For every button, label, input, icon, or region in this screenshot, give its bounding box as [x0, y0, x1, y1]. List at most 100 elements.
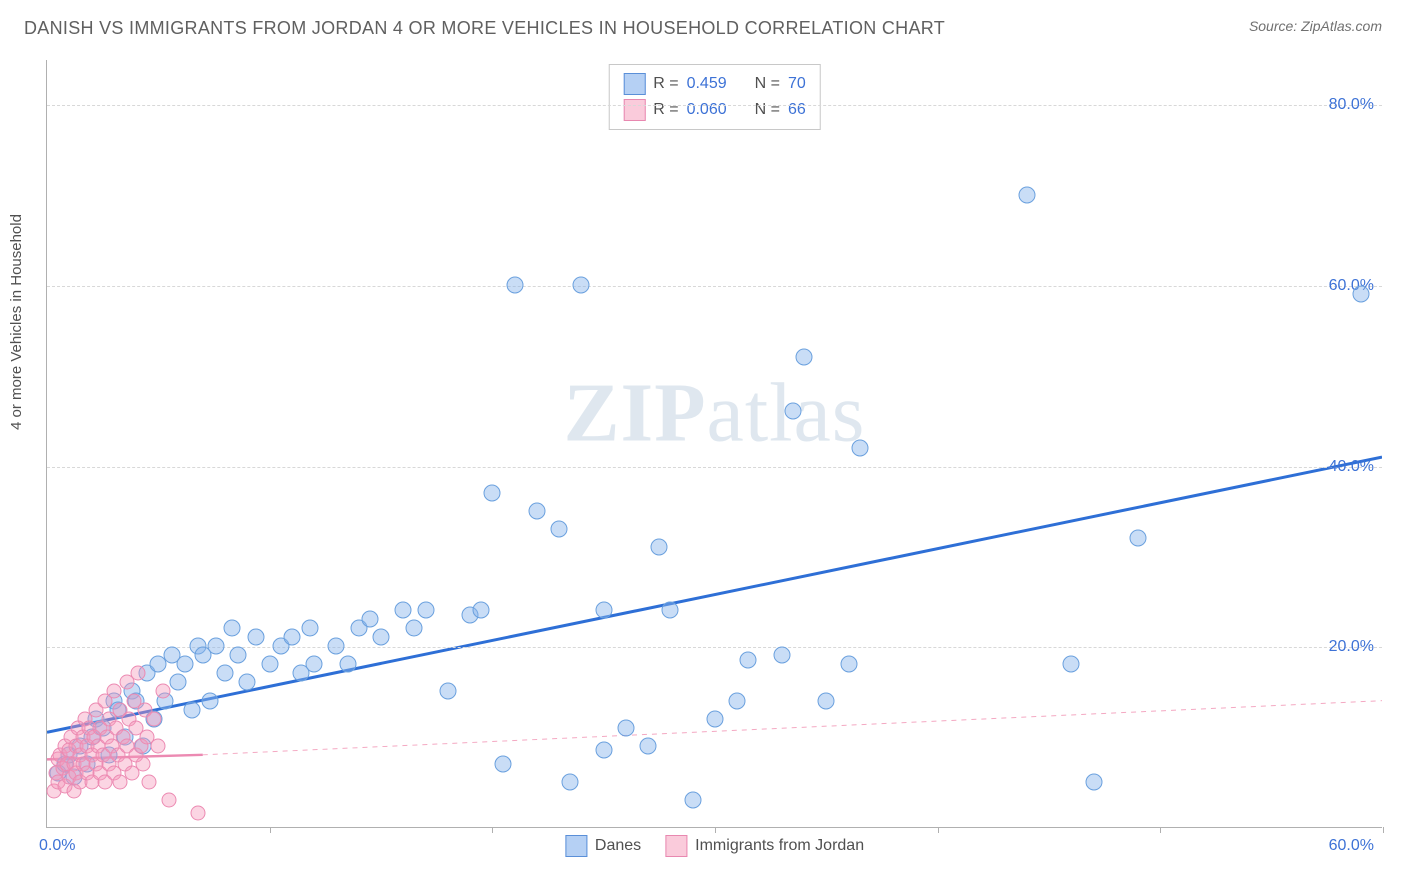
gridline [47, 647, 1382, 648]
data-point [651, 538, 668, 555]
data-point [261, 656, 278, 673]
data-point [131, 666, 146, 681]
data-point [283, 629, 300, 646]
data-point [573, 276, 590, 293]
data-point [684, 791, 701, 808]
data-point [707, 710, 724, 727]
data-point [217, 665, 234, 682]
n-label: N = [755, 101, 780, 119]
n-value: 70 [788, 75, 806, 93]
x-tick-max: 60.0% [1329, 837, 1374, 855]
data-point [1063, 656, 1080, 673]
data-point [528, 502, 545, 519]
r-value: 0.459 [687, 75, 727, 93]
n-label: N = [755, 75, 780, 93]
data-point [155, 684, 170, 699]
data-point [484, 484, 501, 501]
data-point [595, 742, 612, 759]
watermark-zip: ZIP [564, 366, 707, 459]
legend-swatch [623, 73, 645, 95]
correlation-legend: R = 0.459 N = 70 R = 0.060 N = 66 [608, 64, 821, 130]
data-point [796, 349, 813, 366]
data-point [495, 755, 512, 772]
data-point [506, 276, 523, 293]
data-point [473, 602, 490, 619]
data-point [439, 683, 456, 700]
data-point [239, 674, 256, 691]
y-tick-label: 20.0% [1329, 638, 1374, 656]
data-point [373, 629, 390, 646]
data-point [306, 656, 323, 673]
source-prefix: Source: [1249, 18, 1301, 34]
chart-title: DANISH VS IMMIGRANTS FROM JORDAN 4 OR MO… [24, 18, 945, 39]
scatter-chart: ZIPatlas R =0.459N =70R =0.060N =66 0.0%… [46, 60, 1382, 828]
correlation-row: R = 0.060 N = 66 [623, 97, 806, 123]
data-point [395, 602, 412, 619]
data-point [230, 647, 247, 664]
legend-swatch [623, 99, 645, 121]
data-point [177, 656, 194, 673]
data-point [773, 647, 790, 664]
data-point [551, 520, 568, 537]
gridline [47, 467, 1382, 468]
y-tick-label: 40.0% [1329, 458, 1374, 476]
data-point [106, 684, 121, 699]
gridline [47, 105, 1382, 106]
gridline [47, 286, 1382, 287]
data-point [595, 602, 612, 619]
r-label: R = [653, 101, 678, 119]
data-point [406, 620, 423, 637]
series-legend-item: Danes [565, 835, 641, 857]
data-point [361, 611, 378, 628]
n-value: 66 [788, 101, 806, 119]
data-point [740, 651, 757, 668]
data-point [142, 774, 157, 789]
data-point [223, 620, 240, 637]
data-point [784, 403, 801, 420]
data-point [135, 756, 150, 771]
x-tick-mark [715, 827, 716, 833]
legend-swatch [565, 835, 587, 857]
data-point [1130, 529, 1147, 546]
x-tick-mark [492, 827, 493, 833]
source-site: ZipAtlas.com [1301, 18, 1382, 34]
y-tick-label: 80.0% [1329, 96, 1374, 114]
data-point [840, 656, 857, 673]
data-point [183, 701, 200, 718]
x-tick-min: 0.0% [39, 837, 75, 855]
data-point [1352, 285, 1369, 302]
data-point [146, 711, 161, 726]
series-label: Danes [595, 837, 641, 855]
data-point [851, 439, 868, 456]
watermark: ZIPatlas [564, 364, 866, 461]
data-point [151, 738, 166, 753]
data-point [248, 629, 265, 646]
data-point [339, 656, 356, 673]
data-point [170, 674, 187, 691]
x-tick-mark [1160, 827, 1161, 833]
data-point [1018, 186, 1035, 203]
r-label: R = [653, 75, 678, 93]
data-point [417, 602, 434, 619]
data-point [162, 792, 177, 807]
correlation-row: R = 0.459 N = 70 [623, 71, 806, 97]
data-point [1085, 773, 1102, 790]
data-point [818, 692, 835, 709]
data-point [662, 602, 679, 619]
x-tick-mark [270, 827, 271, 833]
data-point [328, 638, 345, 655]
r-value: 0.060 [687, 101, 727, 119]
data-point [640, 737, 657, 754]
series-legend: Danes Immigrants from Jordan [565, 835, 864, 857]
data-point [617, 719, 634, 736]
data-point [201, 692, 218, 709]
data-point [562, 773, 579, 790]
y-axis-label: 4 or more Vehicles in Household [8, 214, 25, 430]
x-tick-mark [1383, 827, 1384, 833]
data-point [301, 620, 318, 637]
data-point [208, 638, 225, 655]
data-point [191, 806, 206, 821]
series-legend-item: Immigrants from Jordan [665, 835, 864, 857]
series-label: Immigrants from Jordan [695, 837, 864, 855]
source-label: Source: ZipAtlas.com [1249, 18, 1382, 34]
